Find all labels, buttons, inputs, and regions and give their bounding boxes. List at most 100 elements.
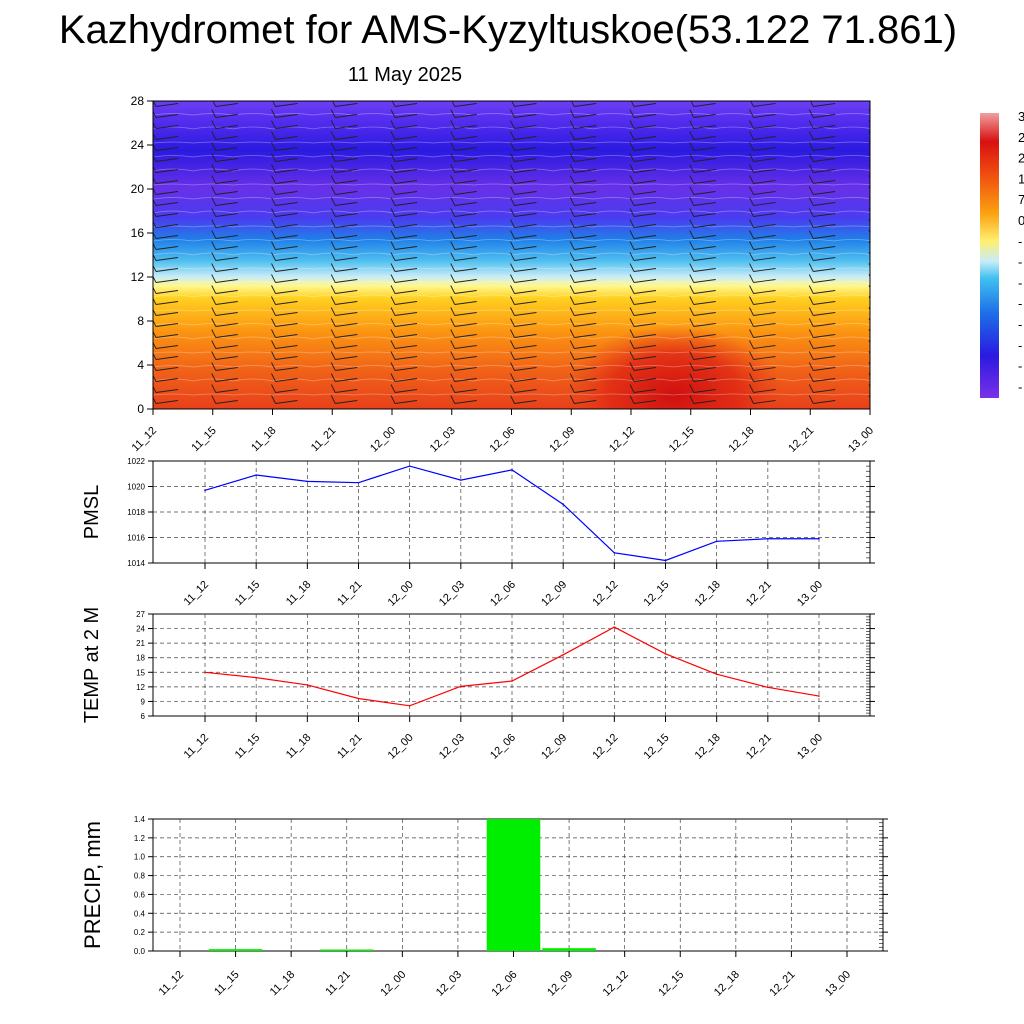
pmsl-data-point — [204, 489, 206, 492]
wind-barb-flag — [390, 274, 396, 283]
wind-barb — [394, 290, 418, 294]
wind-barb-flag — [749, 263, 754, 272]
wind-barb-flag — [808, 263, 814, 272]
wind-barb-flag — [153, 396, 157, 404]
wind-barb — [753, 312, 776, 316]
temp-frame — [152, 613, 871, 717]
temp-x-tick-label: 11_12 — [182, 732, 212, 762]
y-tick-label: 12 — [131, 270, 145, 284]
wind-barb-flag — [211, 197, 217, 206]
wind-barb — [514, 147, 537, 151]
wind-barb-flag — [330, 362, 336, 371]
wind-barb — [813, 103, 836, 107]
wind-barb-flag — [450, 395, 456, 404]
wind-barb — [454, 334, 477, 338]
wind-barb-flag — [629, 120, 635, 129]
wind-barb — [215, 367, 238, 371]
wind-barb — [155, 290, 179, 294]
pmsl-data-point — [460, 479, 462, 481]
wind-barb — [574, 389, 597, 393]
wind-barb-flag — [211, 241, 217, 250]
wind-barb — [215, 103, 238, 107]
wind-barb — [155, 169, 179, 173]
wind-barb-flag — [629, 197, 635, 206]
wind-barb-flag — [749, 318, 754, 327]
wind-barb — [155, 125, 179, 129]
wind-barb — [873, 247, 895, 250]
wind-barb — [215, 213, 238, 217]
pmsl-x-tick-label: 11_12 — [182, 579, 212, 609]
wind-barb — [394, 191, 418, 195]
wind-barb — [873, 269, 895, 272]
wind-barb-flag — [211, 153, 217, 162]
wind-barb — [753, 224, 776, 228]
wind-barb — [633, 290, 657, 294]
wind-barb-flag — [271, 340, 276, 349]
wind-barb-flag — [808, 186, 814, 195]
wind-barb — [335, 268, 358, 272]
wind-barb-flag — [569, 186, 575, 195]
wind-barb-flag — [450, 329, 456, 338]
precip-x-tick-label: 12_18 — [712, 969, 742, 999]
wind-barb — [454, 323, 477, 327]
wind-barb — [155, 136, 179, 140]
wind-barb — [693, 290, 716, 294]
wind-barb-flag — [629, 307, 635, 316]
pmsl-y-tick-label: 1022 — [127, 457, 145, 466]
wind-barb-flag — [569, 153, 575, 162]
wind-barb — [275, 356, 298, 360]
precip-y-tick-label: 0.6 — [134, 890, 146, 899]
wind-barb — [335, 400, 358, 404]
wind-barb-flag — [629, 241, 635, 250]
wind-barb — [155, 312, 179, 316]
wind-barb-flag — [808, 340, 814, 349]
wind-barb — [454, 147, 477, 151]
wind-barb — [155, 279, 179, 283]
wind-barb-flag — [629, 252, 635, 261]
wind-barb — [155, 268, 179, 272]
wind-barb — [514, 235, 537, 239]
wind-barb — [693, 400, 716, 404]
wind-barb — [275, 378, 298, 382]
wind-barb — [335, 147, 358, 151]
wind-barb — [335, 290, 358, 294]
wind-barb — [275, 290, 298, 294]
wind-barb-flag — [330, 285, 336, 294]
wind-barb — [335, 279, 358, 283]
wind-barb-flag — [569, 164, 575, 173]
wind-barb-flag — [211, 142, 217, 151]
pmsl-x-tick-label: 11_18 — [284, 579, 314, 609]
precip-y-tick-label: 0.0 — [134, 947, 146, 956]
wind-barb-flag — [690, 101, 695, 107]
wind-barb-flag — [569, 109, 575, 118]
pmsl-data-point — [357, 481, 360, 484]
wind-barb — [454, 378, 477, 382]
wind-barb — [753, 158, 776, 162]
pmsl-y-tick-label: 1016 — [127, 534, 145, 543]
wind-barb-flag — [629, 131, 635, 140]
precip-x-tick-label: 11_15 — [212, 969, 242, 999]
temp-x-tick-label: 12_00 — [386, 732, 416, 762]
temp-x-tick-label: 12_12 — [590, 732, 620, 762]
wind-barb — [574, 235, 597, 239]
wind-barb — [155, 246, 179, 250]
wind-barb — [514, 136, 537, 140]
wind-barb-flag — [808, 373, 814, 382]
wind-barb-flag — [749, 120, 754, 129]
wind-barb-flag — [211, 351, 217, 360]
wind-barb — [753, 400, 776, 404]
wind-barb — [753, 125, 776, 129]
wind-barb-flag — [749, 241, 754, 250]
wind-barb — [813, 301, 836, 305]
x-tick-label: 12_18 — [727, 425, 757, 455]
wind-barb — [454, 235, 477, 239]
wind-barb — [394, 213, 418, 217]
precip-bar — [208, 949, 263, 951]
precip-y-tick-label: 1.2 — [134, 834, 146, 843]
wind-barb — [514, 125, 537, 129]
wind-barb — [454, 213, 477, 217]
wind-barb-flag — [569, 175, 575, 184]
wind-barb-flag — [689, 142, 695, 151]
wind-barb — [753, 290, 776, 294]
wind-barb-flag — [153, 231, 157, 239]
